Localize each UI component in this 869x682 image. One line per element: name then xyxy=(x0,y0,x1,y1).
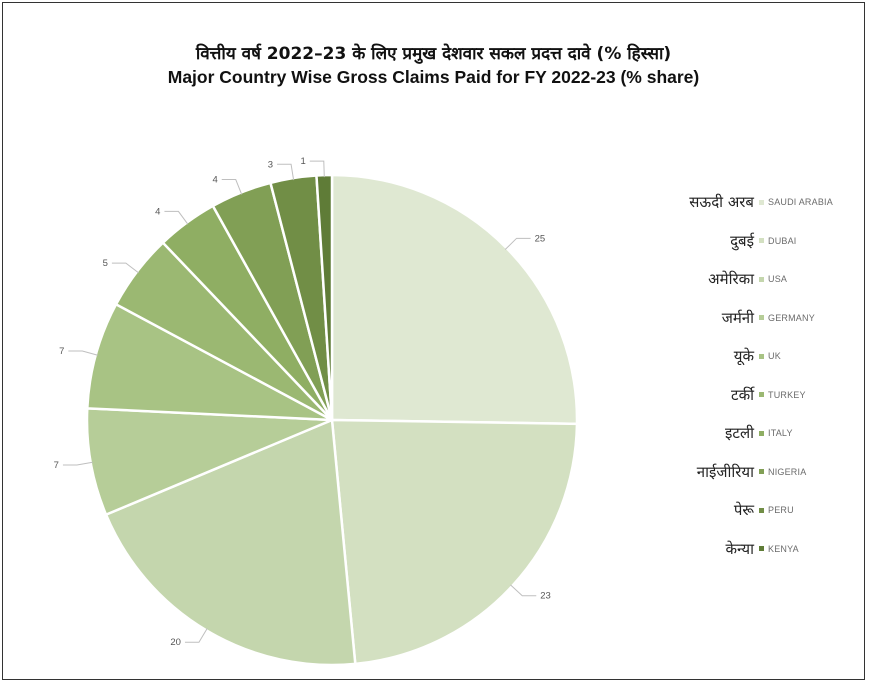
legend-item-turkey: टर्की TURKEY xyxy=(731,385,860,405)
legend-swatch xyxy=(759,507,764,513)
leader-line-peru xyxy=(277,163,295,181)
legend-label-hindi: अमेरिका xyxy=(708,270,754,288)
legend-label: DUBAI xyxy=(768,235,797,246)
legend-swatch xyxy=(759,276,764,282)
legend-item-nigeria: नाईजीरिया NIGERIA xyxy=(697,462,860,482)
legend-item-dubai: दुबई DUBAI xyxy=(730,231,860,251)
leader-line-nigeria xyxy=(221,179,243,195)
data-label-peru: 3 xyxy=(268,159,273,170)
legend-label-hindi: पेरू xyxy=(733,501,754,519)
pie-slice-saudi-arabia xyxy=(330,173,579,426)
legend-item-saudi-arabia: सऊदी अरब SAUDI ARABIA xyxy=(689,192,860,212)
pie-slice-dubai xyxy=(330,418,579,666)
legend-item-kenya: केन्या KENYA xyxy=(725,539,860,559)
legend-swatch xyxy=(759,430,764,436)
data-label-usa: 20 xyxy=(170,637,181,648)
leader-line-dubai xyxy=(510,584,537,597)
legend-item-peru: पेरू PERU xyxy=(734,500,860,520)
legend-swatch xyxy=(759,469,764,474)
legend-swatch xyxy=(759,238,764,243)
data-label-kenya: 1 xyxy=(300,156,305,167)
leader-line-uk xyxy=(68,350,98,356)
leader-line-germany xyxy=(62,461,93,466)
legend-label: TURKEY xyxy=(768,389,806,400)
legend-label-hindi: यूके xyxy=(733,347,754,365)
legend-label: GERMANY xyxy=(768,312,815,323)
legend-label-hindi: नाईजीरिया xyxy=(696,462,754,481)
legend-item-italy: इटली ITALY xyxy=(725,423,860,443)
leader-line-turkey xyxy=(111,262,139,274)
legend-label: NIGERIA xyxy=(768,466,807,477)
data-label-turkey: 5 xyxy=(103,258,108,269)
legend-label: ITALY xyxy=(768,428,793,438)
data-label-dubai: 23 xyxy=(540,591,551,602)
leader-line-saudi-arabia xyxy=(504,237,531,250)
legend-label: PERU xyxy=(768,505,794,515)
legend-item-uk: यूके UK xyxy=(734,346,860,366)
legend-label-hindi: केन्या xyxy=(725,539,754,558)
legend-swatch xyxy=(759,353,764,359)
legend-swatch xyxy=(759,315,764,320)
legend-label-hindi: सऊदी अरब xyxy=(689,193,754,211)
data-label-italy: 4 xyxy=(155,206,160,217)
legend-swatch xyxy=(759,392,764,397)
data-label-saudi-arabia: 25 xyxy=(535,233,546,244)
legend-label: KENYA xyxy=(768,543,799,554)
leader-line-italy xyxy=(164,210,189,225)
legend-swatch xyxy=(759,199,764,205)
legend-label: UK xyxy=(768,351,781,361)
legend-item-usa: अमेरिका USA xyxy=(708,269,860,289)
legend-swatch xyxy=(759,546,764,551)
leader-line-kenya xyxy=(309,160,325,178)
legend-label: SAUDI ARABIA xyxy=(768,197,833,207)
legend-label-hindi: टर्की xyxy=(731,385,754,404)
data-label-uk: 7 xyxy=(59,346,64,357)
legend-label-hindi: जर्मनी xyxy=(721,308,754,327)
chart-title: Major Country Wise Gross Claims Paid for… xyxy=(167,67,700,87)
data-label-germany: 7 xyxy=(54,460,59,471)
chart-title-hindi: वित्तीय वर्ष 2022–23 के लिए प्रमुख देशवा… xyxy=(195,44,672,64)
data-label-nigeria: 4 xyxy=(212,175,217,186)
leader-line-usa xyxy=(184,628,208,643)
legend-item-germany: जर्मनी GERMANY xyxy=(722,308,860,328)
legend-label-hindi: दुबई xyxy=(730,231,754,250)
legend-label-hindi: इटली xyxy=(725,424,754,442)
legend-label: USA xyxy=(768,274,788,284)
